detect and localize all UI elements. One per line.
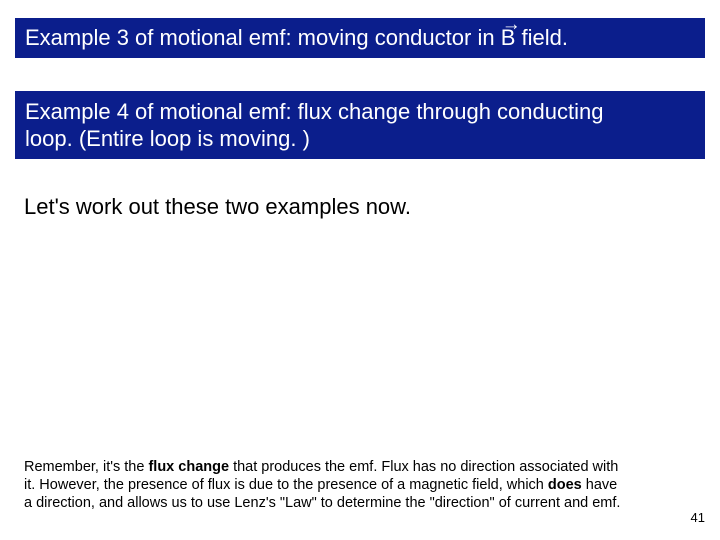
fn-bold2: does	[548, 477, 582, 493]
fn-p1: Remember, it's the	[24, 459, 148, 475]
banner-2-text: Example 4 of motional emf: flux change t…	[25, 98, 603, 153]
b-vector: →B	[501, 24, 516, 52]
banner2-line2: loop. (Entire loop is moving. )	[25, 125, 603, 153]
banner-example-4: Example 4 of motional emf: flux change t…	[15, 91, 705, 159]
fn-p3: it. However, the presence of flux is due…	[24, 477, 548, 493]
banner-1-text: Example 3 of motional emf: moving conduc…	[25, 24, 568, 52]
footnote-line1: Remember, it's the flux change that prod…	[24, 458, 702, 476]
banner1-pre: Example 3 of motional emf: moving conduc…	[25, 25, 501, 50]
page-number: 41	[691, 510, 705, 525]
footnote-line3: a direction, and allows us to use Lenz's…	[24, 494, 702, 512]
footnote: Remember, it's the flux change that prod…	[24, 458, 702, 512]
banner1-post: field.	[515, 25, 568, 50]
fn-bold1: flux change	[148, 459, 229, 475]
banner2-line1: Example 4 of motional emf: flux change t…	[25, 98, 603, 126]
footnote-line2: it. However, the presence of flux is due…	[24, 476, 702, 494]
fn-p4: have	[582, 477, 617, 493]
b-vector-letter: B	[501, 25, 516, 50]
fn-p2: that produces the emf. Flux has no direc…	[229, 459, 618, 475]
body-text: Let's work out these two examples now.	[24, 194, 411, 220]
banner-example-3: Example 3 of motional emf: moving conduc…	[15, 18, 705, 58]
